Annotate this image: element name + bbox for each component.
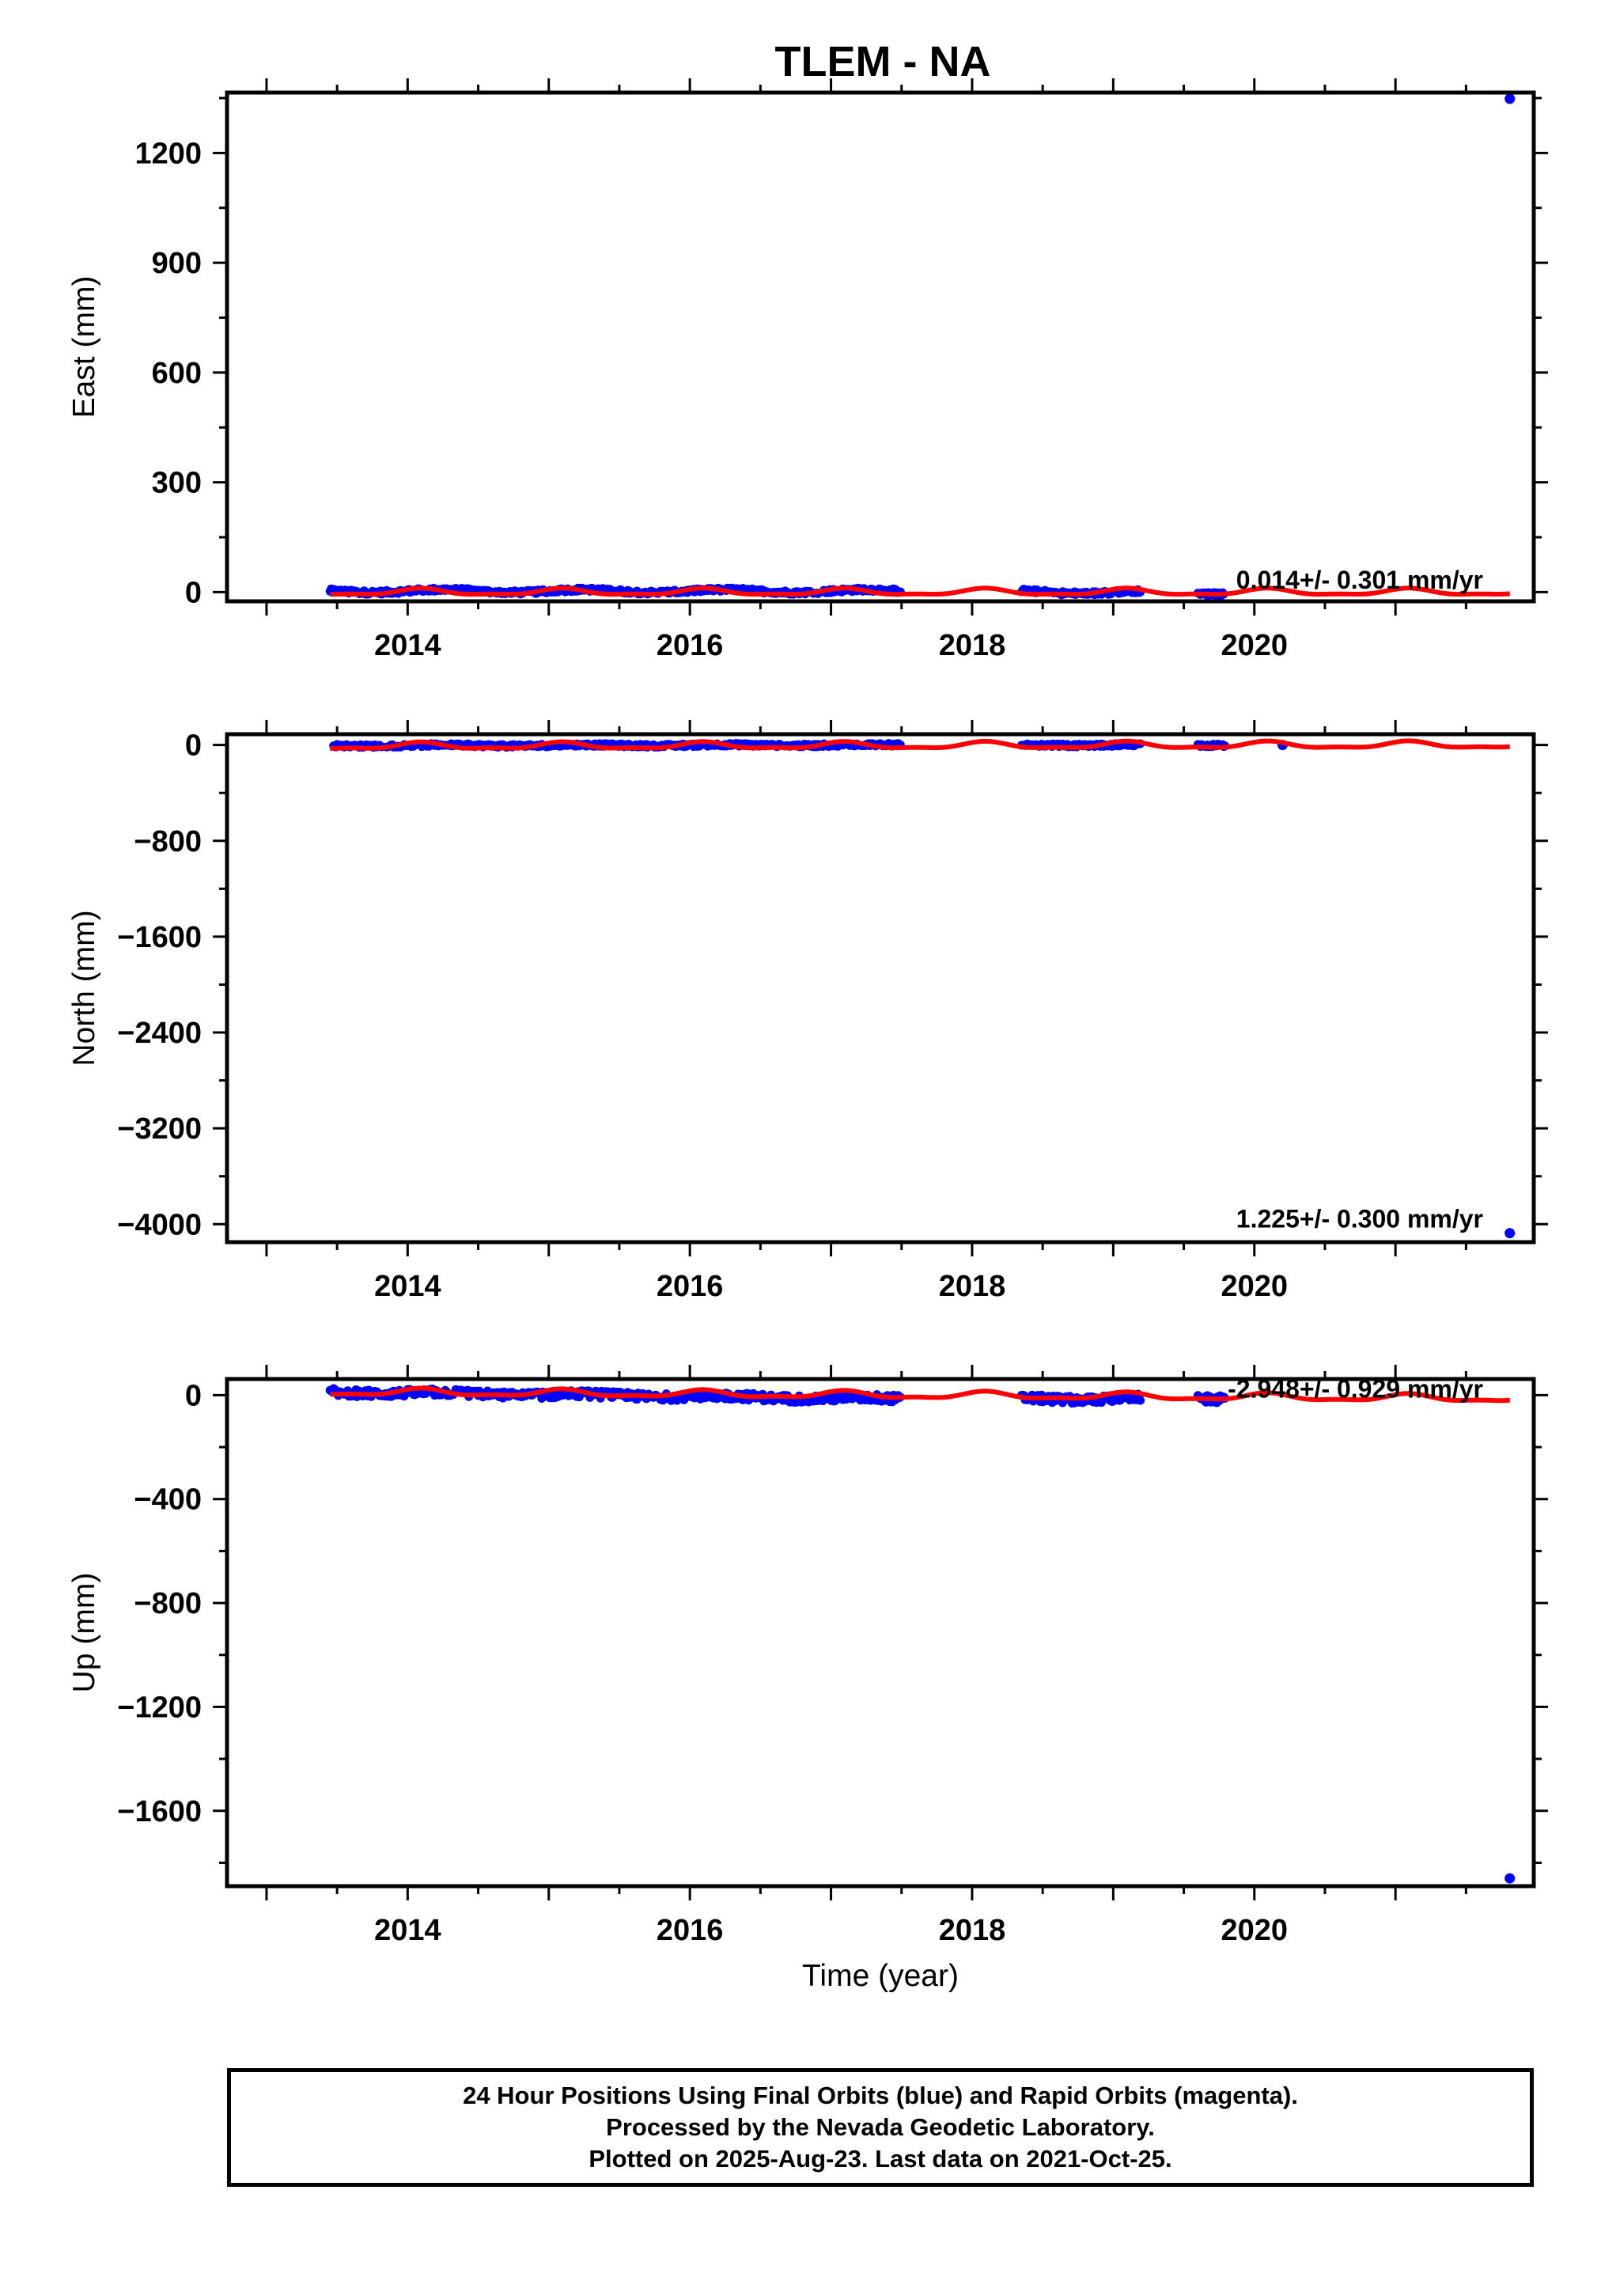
x-tick-label: 2016	[657, 1270, 724, 1303]
x-tick-label: 2020	[1221, 1270, 1288, 1303]
x-tick-label: 2014	[374, 1914, 441, 1947]
y-ticks-north: 0 −800 −1600 −2400 −3200 −4000	[117, 729, 1548, 1241]
y-ticks-east: 0 300 600 900 1200	[134, 97, 1548, 609]
model-fit-curve-east	[330, 585, 1510, 597]
footer-line-2: Processed by the Nevada Geodetic Laborat…	[606, 2113, 1155, 2141]
y-tick-label: −2400	[117, 1017, 202, 1050]
y-tick-label: −800	[134, 825, 202, 858]
x-tick-label: 2020	[1221, 1914, 1288, 1947]
plot-frame-north	[225, 732, 1536, 1245]
y-tick-label: −1600	[117, 921, 202, 954]
y-ticks-up: 0 −400 −800 −1200 −1600	[117, 1379, 1548, 1864]
x-tick-label: 2018	[939, 1270, 1006, 1303]
y-axis-label-north: North (mm)	[67, 910, 101, 1066]
rate-label-up: -2.948+/- 0.929 mm/yr	[1228, 1375, 1483, 1404]
y-tick-label: 1200	[134, 137, 202, 170]
data-points-east	[325, 93, 1516, 601]
x-ticks-up: 2014 2016 2018 2020	[265, 1365, 1467, 1947]
y-tick-label: 0	[185, 1379, 202, 1412]
x-tick-label: 2020	[1221, 629, 1288, 662]
x-tick-label: 2016	[657, 629, 724, 662]
y-tick-label: −4000	[117, 1208, 202, 1241]
panel-north: 2014 2016 2018 2020 0 −800 −1600 −2400 −3200 −400…	[67, 720, 1548, 1303]
data-points-north	[329, 739, 1516, 1239]
model-fit-curve-up	[330, 1385, 1510, 1404]
model-fit-curve-north	[330, 738, 1510, 751]
y-tick-label: 900	[152, 247, 202, 280]
footer-line-1: 24 Hour Positions Using Final Orbits (bl…	[463, 2082, 1298, 2109]
x-tick-label: 2018	[939, 1914, 1006, 1947]
y-tick-label: −800	[134, 1587, 202, 1620]
y-tick-label: 0	[185, 729, 202, 763]
x-ticks-east: 2014 2016 2018 2020	[265, 78, 1467, 662]
outlier-point	[1504, 1873, 1516, 1884]
plot-frame-east	[225, 90, 1536, 604]
figure-title: TLEM - NA	[775, 38, 991, 85]
y-tick-label: 600	[152, 357, 202, 390]
data-point	[1136, 1396, 1145, 1405]
y-tick-label: 0	[185, 576, 202, 609]
x-tick-label: 2016	[657, 1914, 724, 1947]
footer-box: 24 Hour Positions Using Final Orbits (bl…	[227, 2068, 1534, 2187]
plot-frame-up	[225, 1377, 1536, 1889]
y-axis-label-east: East (mm)	[67, 276, 101, 419]
data-points-up	[325, 1384, 1516, 1884]
y-tick-label: −400	[134, 1483, 202, 1517]
y-axis-label-up: Up (mm)	[67, 1573, 101, 1693]
outlier-point	[1504, 93, 1516, 104]
x-tick-label: 2018	[939, 629, 1006, 662]
x-tick-label: 2014	[374, 629, 441, 662]
rate-label-north: 1.225+/- 0.300 mm/yr	[1236, 1204, 1483, 1233]
y-tick-label: −1600	[117, 1795, 202, 1828]
y-tick-label: −3200	[117, 1112, 202, 1146]
x-tick-label: 2014	[374, 1270, 441, 1303]
y-tick-label: −1200	[117, 1691, 202, 1724]
rate-label-east: 0.014+/- 0.301 mm/yr	[1236, 566, 1483, 594]
x-ticks-north: 2014 2016 2018 2020	[265, 720, 1467, 1303]
outlier-point	[1504, 1228, 1516, 1239]
panel-east: 2014 2016 2018 2020 0 300 600 900 1200 East (mm) 0…	[67, 78, 1548, 662]
x-axis-label: Time (year)	[802, 1959, 959, 1993]
footer-line-3: Plotted on 2025-Aug-23. Last data on 202…	[589, 2145, 1172, 2173]
panel-up: 2014 2016 2018 2020 0 −400 −800 −1200 −1600 Up (m…	[67, 1365, 1548, 1993]
y-tick-label: 300	[152, 467, 202, 500]
